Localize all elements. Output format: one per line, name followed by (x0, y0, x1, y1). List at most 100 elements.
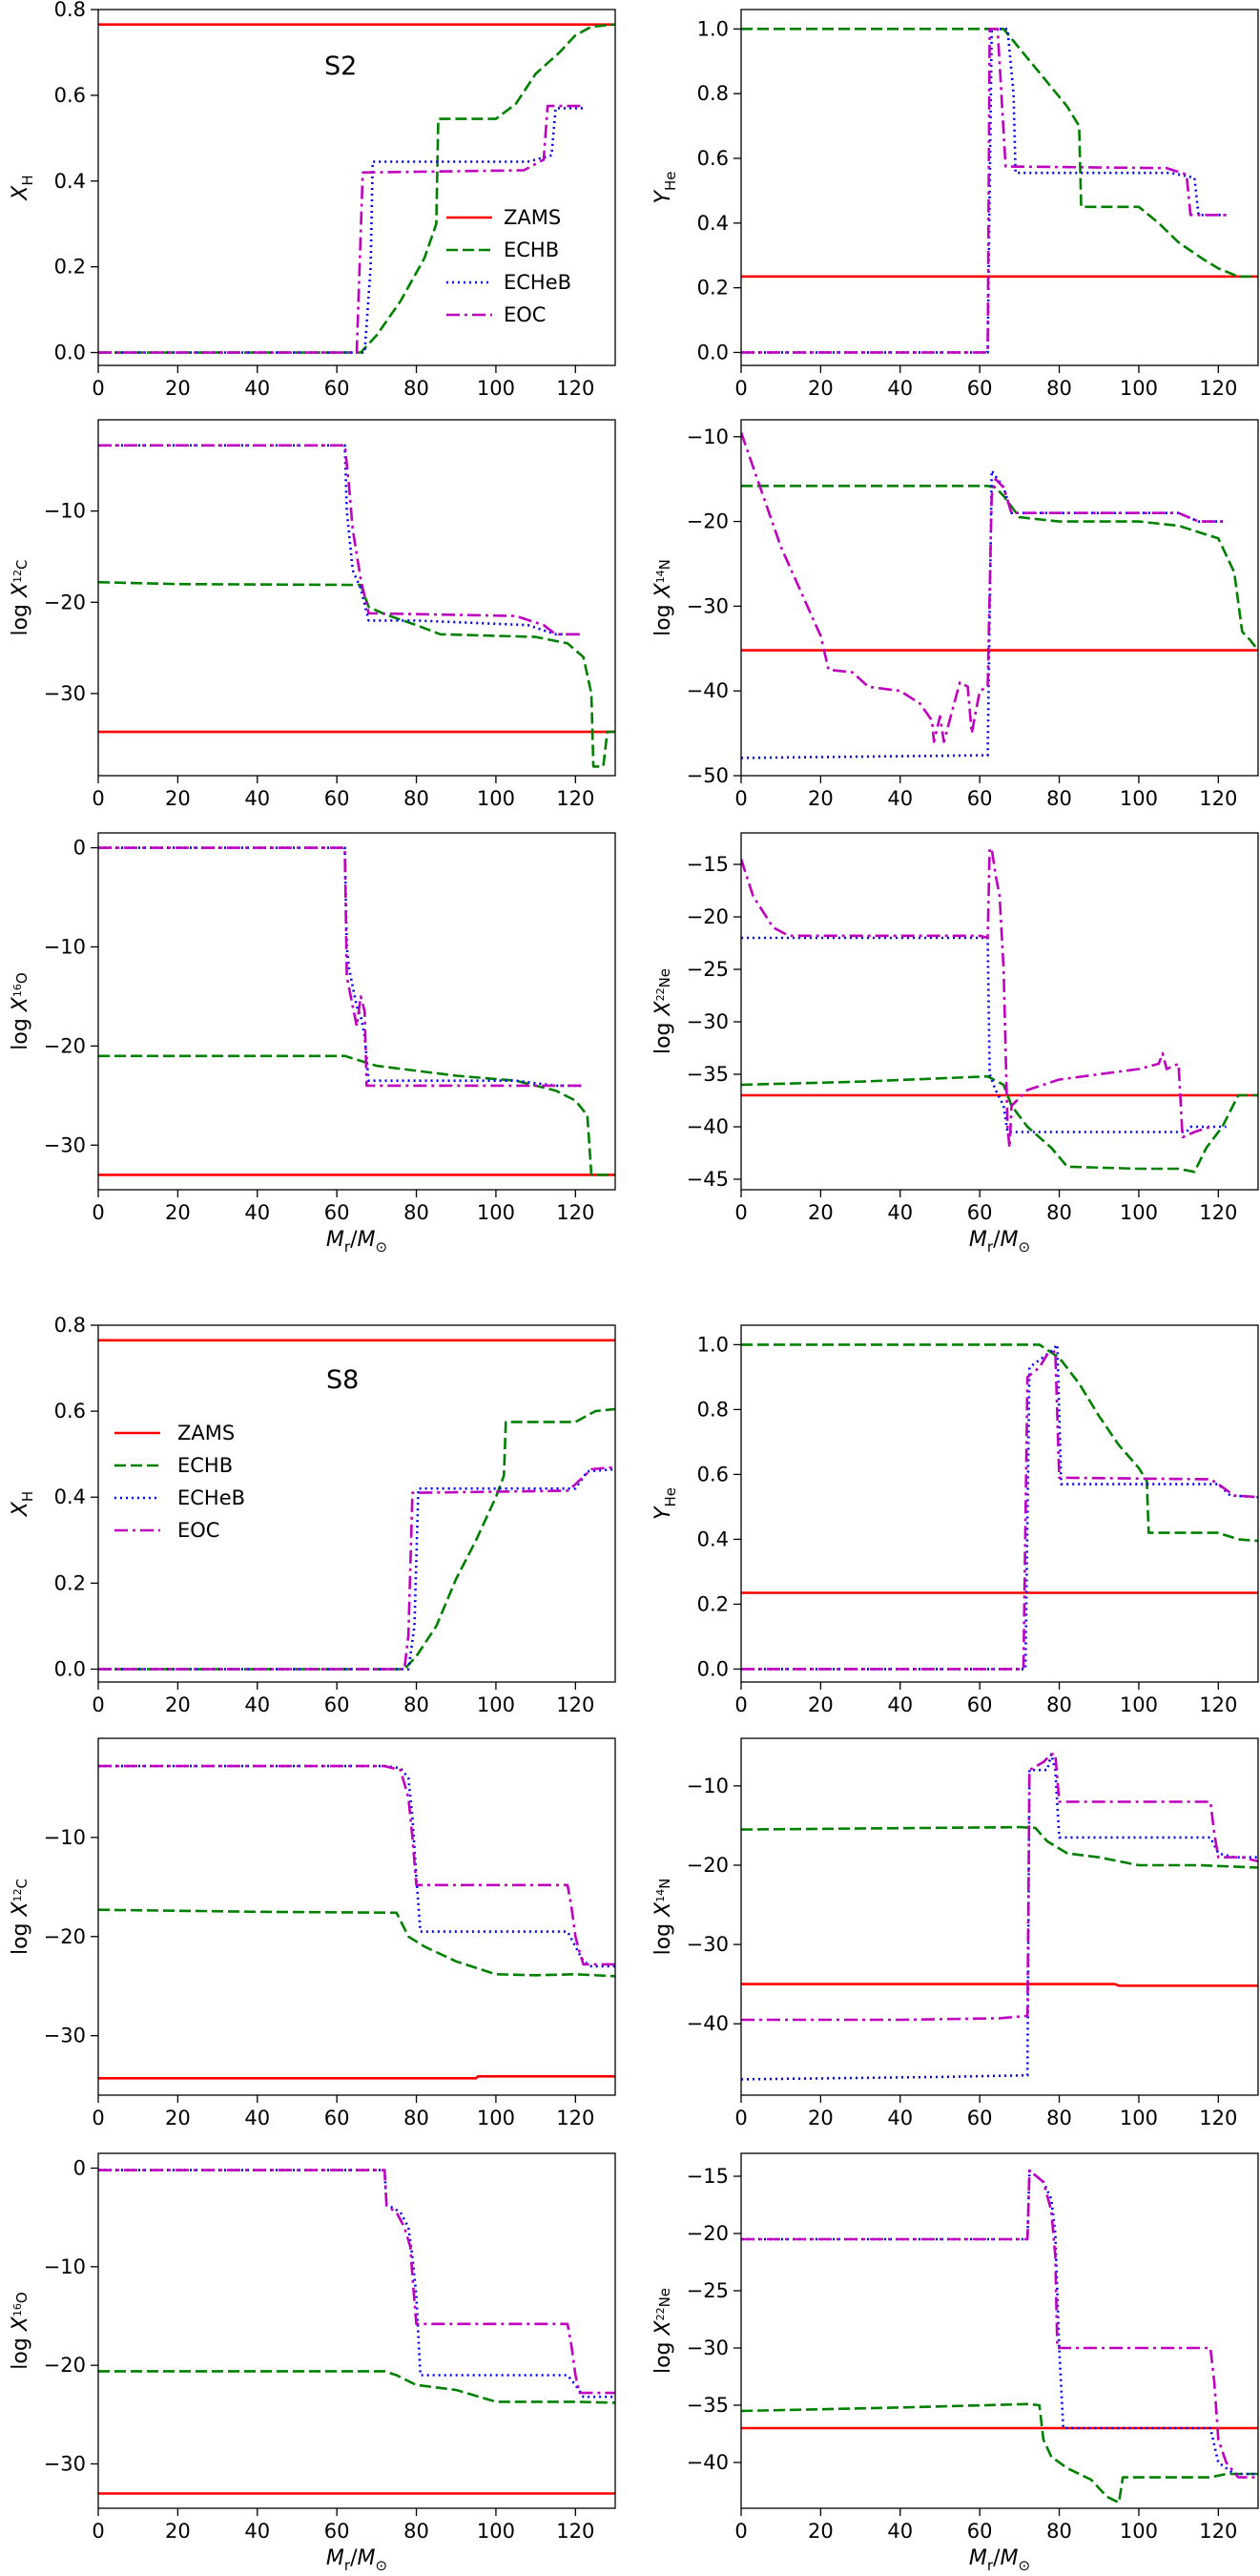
series-line-echb (98, 580, 615, 768)
y-tick-label: −30 (687, 2337, 729, 2359)
x-tick-label: 80 (1046, 2520, 1072, 2543)
y-tick-label: −10 (687, 426, 729, 448)
series-line-echb (741, 1825, 1258, 1869)
x-tick-label: 20 (165, 2520, 191, 2543)
series-line-echb (98, 1908, 615, 1978)
model-label: S8 (326, 1365, 359, 1395)
panel-s8-yhe: 0 20 40 60 80 100 120 0.0 0.2 0.4 0.6 0.8 1.0 YHe (651, 1324, 1259, 1716)
x-tick-label: 80 (1046, 787, 1072, 810)
x-tick-label: 0 (734, 1201, 747, 1224)
axes-frame (97, 9, 616, 366)
y-tick-label: 0.0 (54, 342, 86, 364)
series-group (741, 1753, 1258, 2081)
y-tick-label: 0 (73, 837, 86, 860)
y-tick-label: −20 (687, 905, 729, 928)
series-line-echb (741, 485, 1258, 652)
legend-label-echeb: ECHeB (177, 1486, 245, 1509)
x-tick-label: 60 (324, 377, 350, 400)
series-line-zams (741, 1983, 1258, 1987)
series-line-echeb (98, 1764, 615, 1968)
y-tick-label: 0.6 (54, 1400, 86, 1423)
y-tick-label: 0.4 (697, 1527, 729, 1550)
x-tick-label: 120 (1199, 1201, 1237, 1224)
x-tick-label: 40 (244, 377, 270, 400)
series-line-eoc (98, 2169, 615, 2395)
series-line-echb (98, 2370, 615, 2404)
x-tick-label: 100 (477, 377, 515, 400)
series-group (98, 1339, 615, 1671)
axes-frame (97, 1737, 616, 2096)
series-group (98, 1764, 615, 2080)
series-line-echb (98, 1407, 615, 1671)
panel-s8-xh: 0 20 40 60 80 100 120 0.0 0.2 0.4 0.6 0.8 XH S8 ZAMS EC… (9, 1314, 616, 1716)
x-tick-label: 40 (244, 2107, 270, 2129)
y-tick-label: 0.8 (54, 1314, 86, 1337)
y-tick-label: 1.0 (697, 17, 729, 40)
x-tick-label: 0 (734, 2107, 747, 2129)
y-axis-label: log X12C (9, 1879, 32, 1955)
x-tick-label: 60 (967, 2520, 993, 2543)
x-tick-label: 40 (244, 2520, 270, 2543)
x-tick-label: 60 (967, 787, 993, 810)
y-tick-label: 0.8 (697, 82, 729, 105)
panel-s2-yhe: 0 20 40 60 80 100 120 0.0 0.2 0.4 0.6 0.8 1.0 YHe (651, 9, 1259, 400)
y-tick-label: −20 (687, 2222, 729, 2245)
x-tick-label: 120 (556, 377, 594, 400)
y-tick-label: 1.0 (697, 1333, 729, 1356)
axes-frame (97, 1324, 616, 1683)
series-line-echeb (741, 1343, 1258, 1671)
panel-s8-ne22: 0 20 40 60 80 100 120 −15 −20 −25 −30 −35 −40 log X22… (651, 2152, 1259, 2574)
x-tick-label: 120 (556, 1201, 594, 1224)
x-tick-label: 100 (477, 1693, 515, 1716)
legend-label-eoc: EOC (177, 1519, 219, 1542)
axes-frame (740, 1324, 1259, 1683)
legend-label-zams: ZAMS (177, 1422, 235, 1444)
panel-s2-xh: 0 20 40 60 80 100 120 0.0 0.2 0.4 0.6 0.8 XH S2 ZAMS EC… (9, 0, 616, 400)
axes-frame (97, 2152, 616, 2509)
x-tick-label: 60 (967, 2107, 993, 2129)
y-tick-label: −20 (687, 1854, 729, 1877)
x-tick-label: 0 (92, 787, 104, 810)
y-tick-label: 0.6 (697, 147, 729, 170)
y-tick-label: −30 (687, 1010, 729, 1033)
y-tick-label: −30 (687, 1933, 729, 1956)
x-tick-label: 120 (556, 787, 594, 810)
y-tick-label: 0.2 (54, 256, 86, 279)
series-line-echeb (741, 469, 1227, 759)
y-tick-label: −10 (44, 500, 86, 523)
y-tick-label: 0.2 (697, 277, 729, 300)
x-tick-label: 100 (477, 2107, 515, 2129)
y-tick-label: −15 (687, 853, 729, 876)
y-tick-label: 0.8 (54, 0, 86, 21)
x-tick-label: 40 (244, 1693, 270, 1716)
y-axis-label: log X14N (651, 559, 675, 636)
y-tick-label: −40 (687, 2451, 729, 2474)
y-tick-label: −35 (687, 2394, 729, 2417)
panel-s2-o16: 0 20 40 60 80 100 120 0 −10 −20 −30 log X16O Mr/M⊙ (9, 832, 616, 1256)
axes-frame (97, 832, 616, 1191)
x-tick-label: 20 (808, 2107, 834, 2129)
y-tick-label: 0 (73, 2157, 86, 2180)
x-tick-label: 0 (734, 787, 747, 810)
y-tick-label: −10 (44, 2255, 86, 2278)
x-tick-label: 80 (1046, 2107, 1072, 2129)
panel-group-s2: 0 20 40 60 80 100 120 0.0 0.2 0.4 0.6 0.8 XH S2 ZAMS EC… (9, 0, 1259, 1256)
y-axis-label: YHe (651, 1487, 679, 1520)
x-tick-label: 60 (324, 2107, 350, 2129)
x-tick-label: 0 (734, 2520, 747, 2543)
y-axis-label: XH (9, 175, 36, 200)
y-tick-label: 0.4 (54, 1485, 86, 1508)
series-group (741, 431, 1258, 759)
y-tick-label: −35 (687, 1063, 729, 1086)
x-tick-label: 100 (1120, 2520, 1158, 2543)
x-tick-label: 100 (477, 2520, 515, 2543)
x-tick-label: 40 (887, 2107, 913, 2129)
series-group (741, 2169, 1258, 2504)
x-tick-label: 40 (887, 787, 913, 810)
y-tick-label: 0.2 (697, 1592, 729, 1615)
y-tick-label: −20 (44, 1925, 86, 1948)
y-axis-label: log X12C (9, 559, 32, 635)
x-tick-label: 60 (324, 1201, 350, 1224)
y-tick-label: −30 (44, 2453, 86, 2476)
